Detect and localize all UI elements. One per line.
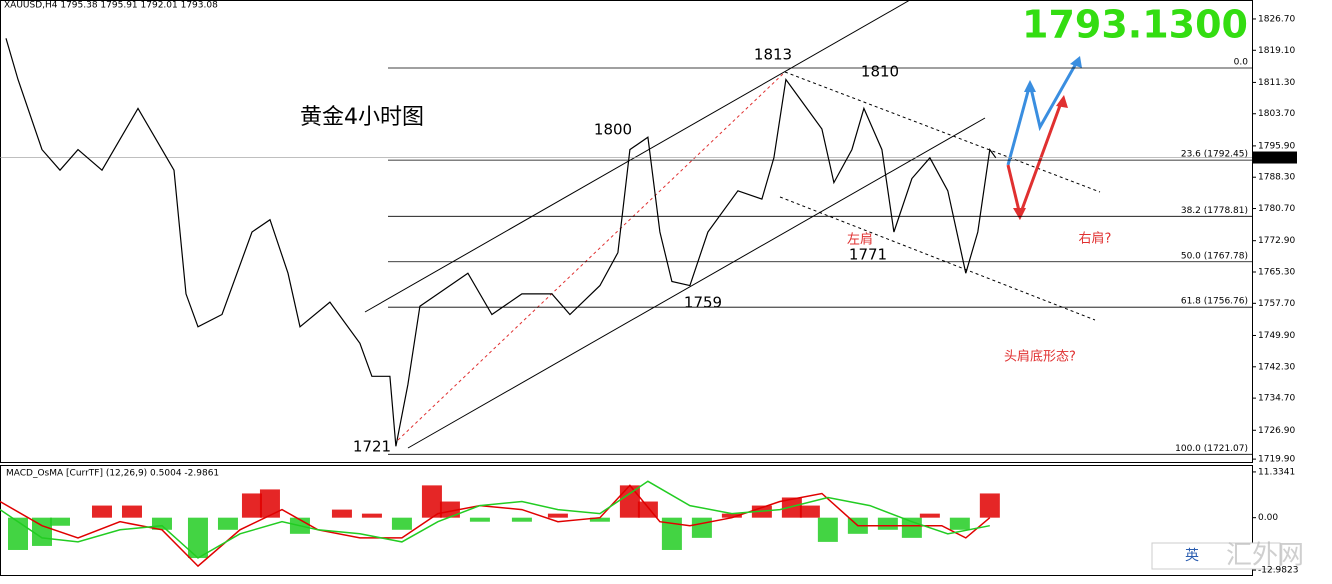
y-tick-label: 1726.90 — [1258, 426, 1295, 436]
annotation: 右肩? — [1079, 231, 1112, 247]
y-tick-label: 1788.30 — [1258, 173, 1295, 183]
y-tick-label: 1734.70 — [1258, 394, 1295, 404]
watermark: 汇外网 — [1226, 541, 1304, 571]
blue-arrow — [1006, 59, 1080, 166]
macd-bar — [187, 517, 208, 559]
macd-bar — [799, 505, 820, 518]
macd-bar — [511, 517, 532, 522]
watermark-box — [1151, 542, 1281, 570]
watermark: 英 — [1185, 547, 1199, 564]
desc-upper — [784, 71, 1101, 193]
macd-bar — [259, 489, 280, 518]
fib-label: 23.6 (1792.45) — [1181, 150, 1248, 160]
macd-bar — [331, 509, 352, 518]
macd-bar — [619, 485, 640, 518]
macd-bar — [691, 517, 712, 538]
y-tick-label: 1819.10 — [1258, 46, 1295, 56]
y-tick-label: 1749.90 — [1258, 331, 1295, 341]
macd-bar — [877, 517, 898, 530]
macd-bar — [661, 517, 682, 550]
macd-bar — [979, 493, 1000, 518]
macd-bar — [421, 485, 442, 518]
fib-label: 100.0 (1721.07) — [1175, 444, 1248, 454]
macd-bar — [391, 517, 412, 530]
annotation: 头肩底形态? — [1004, 349, 1076, 365]
y-tick-label: 1780.70 — [1258, 204, 1295, 214]
macd-bar — [217, 517, 238, 530]
annotation: 左肩 — [847, 232, 873, 248]
arrowhead — [1024, 80, 1036, 92]
macd-bar — [469, 517, 490, 522]
arrowhead — [1070, 56, 1082, 68]
macd-label: MACD_OsMA [CurrTF] (12,26,9) 0.5004 -2.9… — [6, 469, 219, 479]
macd-bar — [919, 513, 940, 518]
desc-lower — [779, 196, 1096, 321]
y-tick-label: 1811.30 — [1258, 78, 1295, 88]
fib-label: 50.0 (1767.78) — [1181, 251, 1248, 261]
macd-bar — [949, 517, 970, 530]
y-tick-label: 1826.70 — [1258, 14, 1295, 24]
macd-bar — [49, 517, 70, 526]
trend-dashed — [397, 71, 786, 441]
annotation: 1759 — [684, 294, 722, 312]
macd-bar — [121, 505, 142, 518]
y-tick-label: 1772.90 — [1258, 236, 1295, 246]
y-tick-label: 1757.70 — [1258, 299, 1295, 309]
current-price-box — [1253, 151, 1297, 164]
macd-bar — [361, 513, 382, 518]
fib-label: 38.2 (1778.81) — [1181, 206, 1248, 216]
fib-label: 61.8 (1756.76) — [1181, 297, 1248, 307]
annotation: 1800 — [594, 121, 632, 139]
y-tick-label: 1742.30 — [1258, 362, 1295, 372]
y-tick-label: 11.3341 — [1258, 467, 1295, 477]
drawings — [364, 0, 1101, 449]
macd-panel — [0, 465, 1253, 576]
arrowhead — [1056, 95, 1068, 108]
macd-bar — [817, 517, 838, 542]
macd-line — [0, 480, 990, 559]
chart-title: 黄金4小时图 — [300, 105, 424, 130]
macd-bar — [781, 497, 802, 518]
macd-bar — [241, 493, 262, 518]
price-line — [5, 38, 997, 447]
arrowhead — [1013, 208, 1026, 220]
macd-bar — [547, 513, 568, 518]
macd-bar — [439, 501, 460, 518]
y-tick-label: 1795.90 — [1258, 141, 1295, 151]
macd-bar — [589, 517, 610, 522]
macd-line — [0, 484, 991, 568]
header: XAUUSD,H4 1795.38 1795.91 1792.01 1793.0… — [4, 1, 218, 11]
macd-bar — [721, 513, 742, 518]
annotation: 1813 — [754, 46, 792, 64]
annotation: 1771 — [849, 246, 887, 264]
y-tick-label: 1803.70 — [1258, 109, 1295, 119]
y-tick-label: -12.9823 — [1258, 566, 1298, 576]
channel-upper — [364, 0, 911, 313]
y-tick-label: 0.00 — [1258, 513, 1278, 523]
macd-bar — [901, 517, 922, 538]
annotation: 1810 — [861, 63, 899, 81]
channel-lower — [407, 117, 986, 449]
y-tick-label: 1765.30 — [1258, 268, 1295, 278]
annotation: 1721 — [353, 438, 391, 456]
fib-label: 0.0 — [1234, 58, 1249, 68]
y-tick-label: 1719.90 — [1258, 455, 1295, 465]
macd-bar — [91, 505, 112, 518]
current-price-label: 1793.08 — [1256, 153, 1293, 163]
big-price: 1793.1300 — [1022, 3, 1248, 47]
main-panel — [0, 0, 1253, 463]
